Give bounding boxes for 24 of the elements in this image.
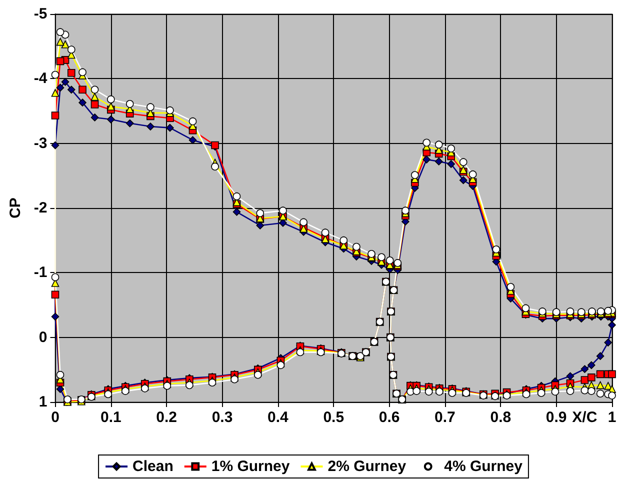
y-tick-label: 0	[38, 328, 48, 346]
x-tick-label: 0.9	[546, 409, 567, 426]
legend-label: 1% Gurney	[211, 458, 290, 475]
legend-label: 4% Gurney	[444, 458, 524, 475]
x-tick-label: 0.5	[323, 409, 344, 426]
x-tick-label: 0.4	[268, 409, 290, 426]
x-tick-label: 0.8	[490, 409, 512, 426]
y-tick-label: -3	[34, 134, 48, 152]
y-tick-label: -1	[34, 264, 48, 282]
x-tick-label: 0	[51, 409, 60, 426]
legend-label: Clean	[132, 458, 174, 475]
x-tick-label: 0.7	[434, 409, 456, 426]
y-tick-label: -4	[34, 70, 48, 88]
y-tick-label: -5	[34, 6, 48, 22]
y-axis-title: CP	[7, 198, 24, 218]
y-tick-label: 1	[38, 394, 48, 410]
x-axis-title: X/C	[572, 409, 598, 426]
x-tick-label: 1	[608, 409, 616, 426]
x-tick-label: 0.6	[378, 409, 400, 426]
y-tick-label: -2	[34, 200, 48, 216]
legend-label: 2% Gurney	[328, 458, 407, 475]
x-tick-label: 0.3	[212, 409, 233, 426]
x-tick-label: 0.1	[100, 409, 122, 426]
x-tick-label: 0.2	[156, 409, 178, 426]
